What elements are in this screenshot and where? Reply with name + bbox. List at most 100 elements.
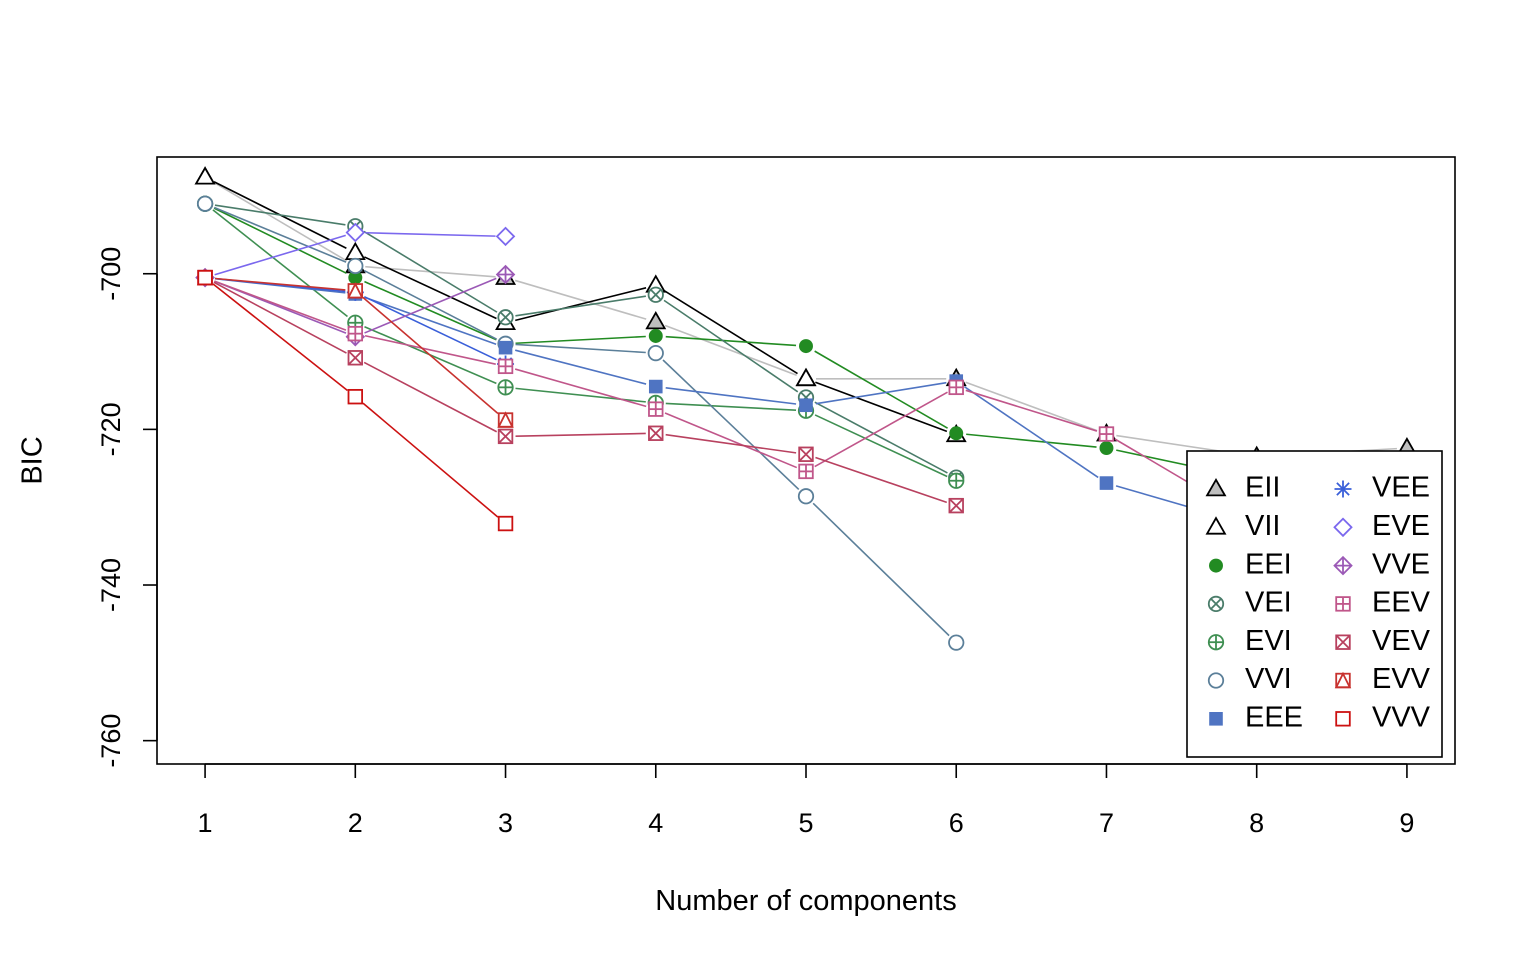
legend-label: EEI <box>1245 548 1292 580</box>
series-line-segment <box>814 350 948 429</box>
legend-item-vvi: VVI <box>1207 663 1292 695</box>
legend-item-eee: EEE <box>1209 701 1303 733</box>
legend-label: VVI <box>1245 663 1292 695</box>
legend-label: EII <box>1245 472 1280 504</box>
series-line-segment <box>213 281 347 354</box>
series-line-segment <box>212 283 348 392</box>
data-point <box>797 488 815 505</box>
series-line-segment <box>514 368 647 408</box>
series-line-segment <box>364 296 497 346</box>
series-line-segment <box>362 402 499 518</box>
series-line-segment <box>812 502 950 637</box>
legend-item-vev: VEV <box>1335 625 1431 657</box>
legend-label: VEE <box>1372 472 1430 504</box>
data-point <box>949 426 964 441</box>
series-line-segment <box>515 335 646 345</box>
data-point <box>648 379 663 394</box>
series-line-segment <box>362 296 499 415</box>
legend-item-evv: EVV <box>1334 663 1431 695</box>
data-point <box>798 446 814 462</box>
series-line-segment <box>515 432 646 437</box>
data-point <box>347 388 364 405</box>
series-line-segment <box>815 456 948 504</box>
series-line-segment <box>665 433 797 454</box>
series-layer <box>194 166 1418 651</box>
legend: EII VII EEI VEI EVI VVI EEE VEE EVE VVE EEV VEV EVV V… <box>1186 450 1443 758</box>
data-point <box>497 358 514 375</box>
legend-label: VVE <box>1372 548 1430 580</box>
data-point <box>348 270 363 285</box>
legend-symbol <box>1205 478 1227 497</box>
x-tick-label: 7 <box>1099 808 1114 838</box>
y-tick-label: -760 <box>96 714 126 768</box>
y-axis-title: BIC <box>17 436 49 484</box>
data-point <box>645 310 667 330</box>
series-line-segment <box>213 181 348 262</box>
x-tick-label: 6 <box>949 808 964 838</box>
series-line-segment <box>363 361 498 433</box>
y-axis: -760 -740 -720 -700 <box>96 247 158 768</box>
series-line-segment <box>665 387 797 405</box>
data-point <box>497 515 514 532</box>
series-line-segment <box>214 206 347 263</box>
legend-symbol <box>1334 480 1352 498</box>
data-point <box>648 401 664 417</box>
data-point <box>648 329 663 343</box>
series-eev <box>197 269 1265 531</box>
data-point <box>194 166 216 185</box>
x-tick-label: 2 <box>348 808 363 838</box>
data-point <box>948 379 964 396</box>
legend-item-evi: EVI <box>1207 625 1292 657</box>
legend-label: EVV <box>1372 663 1431 695</box>
legend-label: VEV <box>1372 625 1431 657</box>
legend-symbol <box>1335 634 1351 650</box>
legend-label: EVE <box>1372 510 1430 542</box>
legend-label: EEV <box>1372 587 1431 619</box>
x-tick-label: 9 <box>1399 808 1414 838</box>
x-tick-label: 5 <box>798 808 813 838</box>
series-line-segment <box>663 299 799 393</box>
series-line-segment <box>214 204 346 226</box>
data-point <box>798 463 814 480</box>
series-line-segment <box>514 279 647 320</box>
legend-item-eev: EEV <box>1335 587 1431 619</box>
legend-item-eei: EEI <box>1209 548 1292 580</box>
series-line-segment <box>364 256 497 320</box>
y-tick-label: -740 <box>96 558 126 612</box>
data-point <box>799 398 813 413</box>
legend-symbol <box>1207 672 1225 689</box>
data-point <box>196 195 214 212</box>
series-line-segment <box>214 277 346 291</box>
legend-label: EVI <box>1245 625 1292 657</box>
data-point <box>347 257 364 275</box>
series-vvv <box>197 269 514 532</box>
series-line-segment <box>515 343 646 354</box>
legend-symbol <box>1334 671 1352 689</box>
legend-symbol <box>1333 517 1353 538</box>
series-line-segment <box>662 359 800 490</box>
series-line-segment <box>814 391 948 468</box>
series-line-segment <box>664 324 797 376</box>
legend-symbol <box>1209 558 1223 573</box>
data-point <box>498 340 513 355</box>
series-line-segment <box>665 335 797 347</box>
x-tick-label: 4 <box>648 808 663 838</box>
data-point <box>495 264 516 285</box>
series-line-segment <box>665 402 797 411</box>
series-line-segment <box>364 334 496 365</box>
legend-label: VVV <box>1372 701 1431 733</box>
legend-symbol <box>1209 712 1223 726</box>
data-point <box>347 350 364 366</box>
y-tick-label: -720 <box>96 402 126 456</box>
data-point <box>197 269 213 286</box>
series-line-segment <box>663 290 798 375</box>
series-line-segment <box>212 209 348 318</box>
legend-symbol <box>1207 634 1225 651</box>
y-tick-label: -700 <box>96 247 126 301</box>
data-point <box>948 634 965 651</box>
series-line-segment <box>965 381 1098 432</box>
data-point <box>1099 476 1114 490</box>
series-line-segment <box>815 381 948 433</box>
legend-label: VEI <box>1245 587 1292 619</box>
